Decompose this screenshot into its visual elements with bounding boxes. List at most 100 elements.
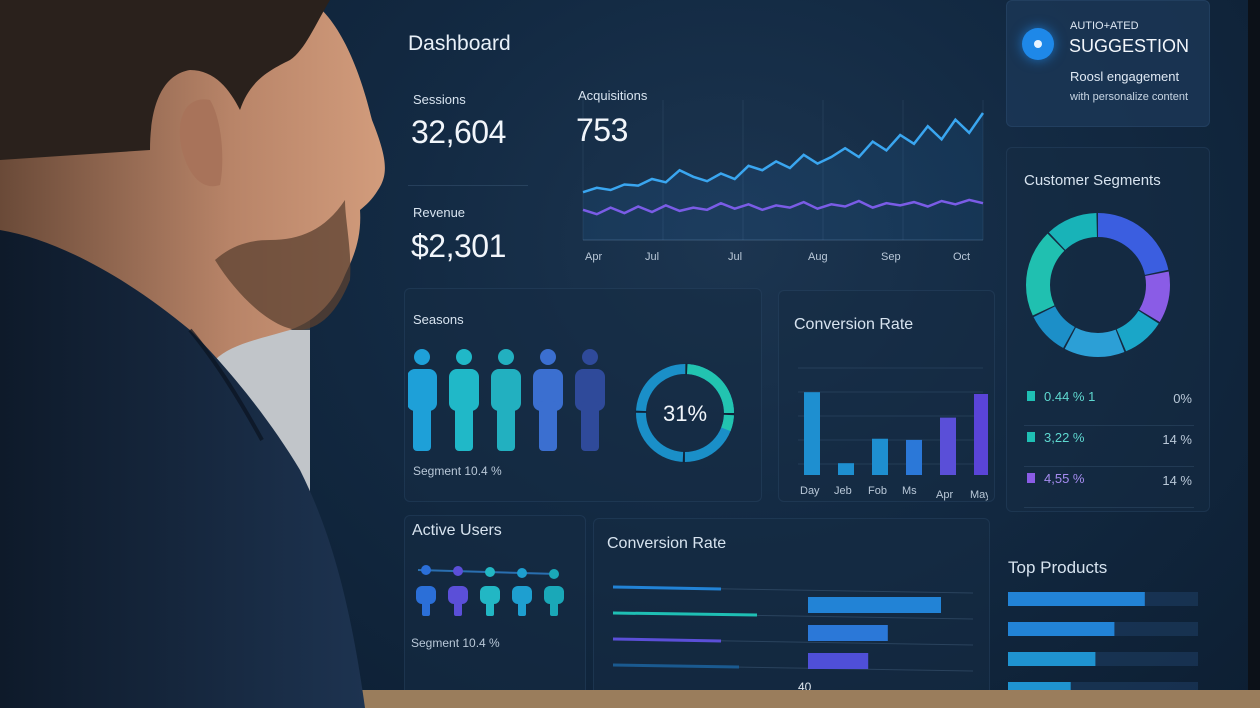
seasons-donut [635,363,735,463]
suggestion-dot-icon [1022,28,1054,60]
user-icon-body [480,586,500,604]
donut-gaps [635,363,735,463]
legend-value: 14 % [1162,432,1192,447]
line-bar [612,637,722,643]
person-icon [540,349,556,365]
acquisitions-label: Acquisitions [578,88,648,103]
line-bar [612,585,722,591]
legend-label: 3,22 % [1044,430,1085,445]
timeline-dot [549,569,559,579]
x-tick-label: Apr [585,251,602,263]
person-icon-legs [581,401,599,451]
person-icon-body [575,369,605,411]
suggestion-line1: Roosl engagement [1070,69,1180,84]
suggestion-card[interactable] [1006,0,1210,127]
x-tick-label: Aug [808,251,828,263]
conversion-horizontal-bars [612,585,974,672]
legend-swatch [1027,473,1035,483]
user-icon-body [544,586,564,604]
legend-value: 0% [1173,391,1192,406]
bar [808,653,869,669]
timeline-dot [485,567,495,577]
sessions-label: Sessions [413,92,466,107]
person-icon [582,349,598,365]
donut-slice [1026,213,1170,357]
timeline-dot [421,565,431,575]
x-tick-label: Jul [728,251,742,263]
legend-row: 3,22 % 14 % [1024,426,1194,467]
bar [1008,622,1115,636]
people-icons [408,349,605,451]
person-icon-body [533,369,563,411]
revenue-value: $2,301 [411,228,506,264]
bar [974,394,988,475]
bar [804,392,820,475]
person-silhouette [0,0,385,708]
series-line [582,112,985,194]
conversion-top-title: Conversion Rate [794,316,914,333]
seasons-label: Seasons [413,312,464,327]
x-tick-label: Day [800,485,820,497]
customer-segments-legend: 0.44 % 1 0% 3,22 % 14 % 4,55 % 14 % [1024,385,1194,508]
sessions-value: 32,604 [411,114,506,150]
monitor-bezel [1248,0,1260,708]
top-products-bars [1008,592,1198,693]
legend-label: 0.44 % 1 [1044,389,1096,404]
suggestion-title: SUGGESTION [1069,36,1190,56]
user-icon-base [422,602,430,616]
active-users-title: Active Users [412,522,502,539]
active-users-icons [416,565,564,616]
revenue-label: Revenue [413,205,466,220]
user-icon-base [518,602,526,616]
seasons-donut-value: 31% [663,401,708,426]
customer-segments-card [1006,147,1210,512]
bar [940,417,956,475]
bar [1008,592,1145,606]
legend-label: 4,55 % [1044,471,1085,486]
desk [360,690,1260,708]
person-icon [456,349,472,365]
x-tick-label: Sep [881,251,901,263]
user-icon-body [448,586,468,604]
suggestion-line2: with personalize content [1070,91,1189,103]
bar [1008,682,1071,693]
legend-row: 0.44 % 1 0% [1024,385,1194,426]
person-icon-body [408,369,437,411]
donut-slice [1026,213,1170,357]
donut-slice [1026,213,1170,357]
acquisitions-value: 753 [576,112,628,148]
person-icon [414,349,430,365]
x-tick-label: Jeb [834,485,852,497]
legend-swatch [1027,391,1035,401]
customer-segments-title: Customer Segments [1024,172,1161,189]
dashboard-screen: Dashboard Sessions 32,604 Revenue $2,301… [308,0,1248,695]
legend-value: 14 % [1162,473,1192,488]
user-icon-body [512,586,532,604]
series-area [583,113,983,240]
x-tick-label: Ms [902,485,917,497]
legend-row: 4,55 % 14 % [1024,467,1194,508]
x-tick-label: Fob [868,485,887,497]
person-icon-legs [539,401,557,451]
top-products-title: Top Products [1008,558,1108,577]
conversion-bar-chart: Day Jeb Fob Ms Apr May [798,367,988,501]
suggestion-eyebrow: AUTIO+ATED [1070,20,1139,32]
legend-swatch [1027,432,1035,442]
x-tick-label: Apr [936,489,953,501]
donut-slice [1026,213,1170,357]
user-icon-base [454,602,462,616]
timeline-dot [453,566,463,576]
divider [408,185,528,186]
bar [1008,652,1096,666]
user-icon-body [416,586,436,604]
person-icon-body [491,369,521,411]
user-icon-base [550,602,558,616]
active-users-segment-text: Segment 10.4 % [411,636,500,650]
customer-segments-donut [1026,213,1170,357]
user-icon-base [486,602,494,616]
line-bar [612,611,758,617]
x-tick-label: Oct [953,251,970,263]
person-icon-legs [455,401,473,451]
bar [808,597,941,613]
